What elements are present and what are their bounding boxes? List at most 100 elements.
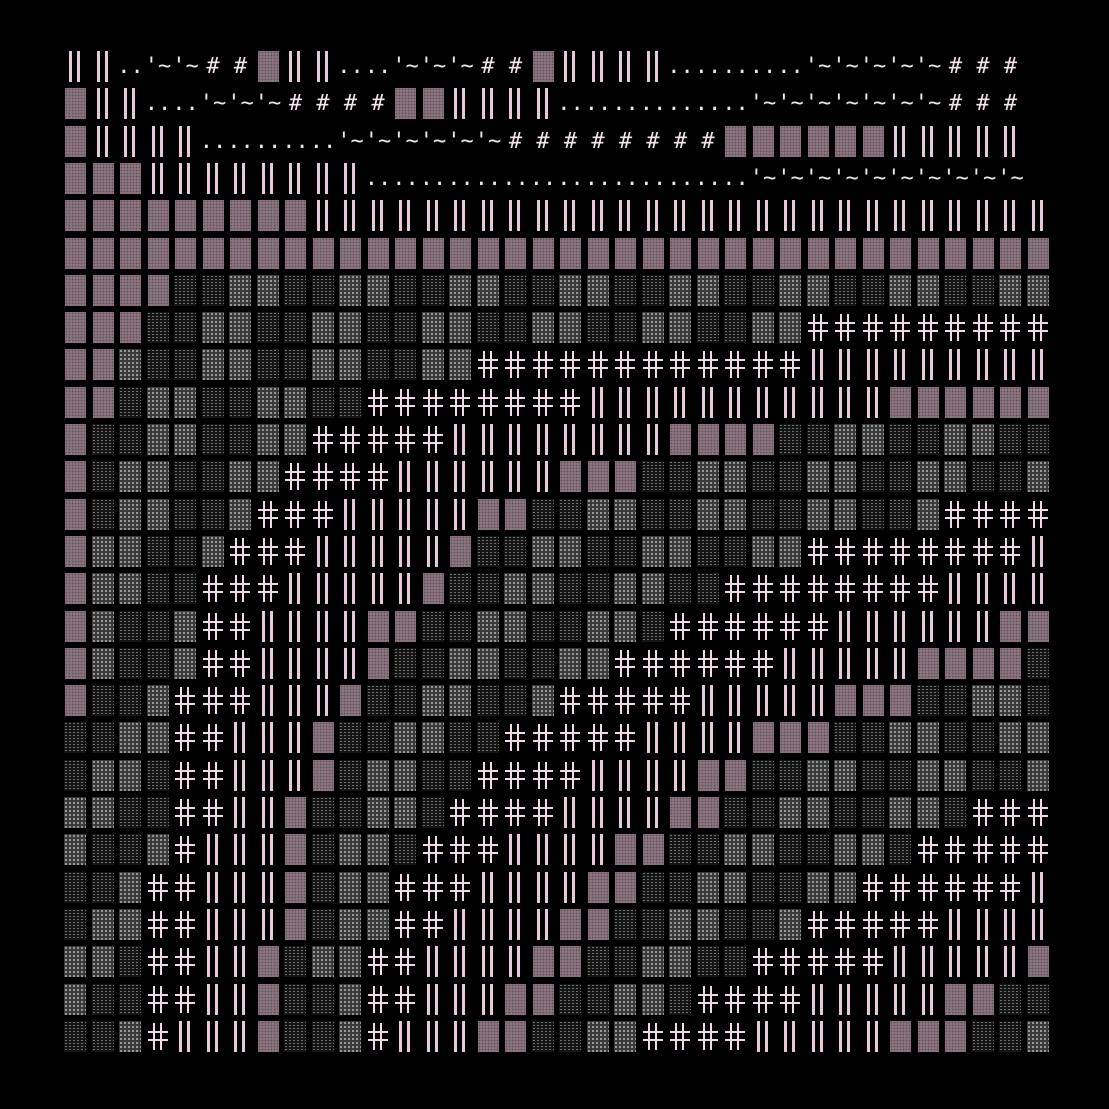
- double-bar: [970, 346, 998, 383]
- double-cross: [365, 1018, 393, 1055]
- filled-block: [502, 235, 530, 272]
- double-bar: [530, 458, 558, 495]
- medium-shade: [585, 496, 613, 533]
- filled-block: [887, 682, 915, 719]
- double-bar: [915, 608, 943, 645]
- double-bar: [530, 421, 558, 458]
- double-bar: [227, 981, 255, 1018]
- double-bar: [420, 458, 448, 495]
- double-cross: [942, 496, 970, 533]
- light-shade: [695, 309, 723, 346]
- light-shade: [667, 458, 695, 495]
- medium-shade: [502, 570, 530, 607]
- light-shade: [722, 906, 750, 943]
- double-bar: [777, 682, 805, 719]
- hash-glyph: #: [591, 128, 605, 154]
- medium-shade: [942, 421, 970, 458]
- double-bar: [255, 160, 283, 197]
- filled-block: [915, 384, 943, 421]
- dots-glyph: ..: [392, 165, 419, 191]
- double-bar: [475, 421, 503, 458]
- double-cross: [915, 869, 943, 906]
- light-shade: [420, 272, 448, 309]
- double-bar: [475, 197, 503, 234]
- light-shade: [942, 272, 970, 309]
- double-cross: [997, 794, 1025, 831]
- double-cross: [145, 943, 173, 980]
- filled-block: [310, 757, 338, 794]
- medium-shade: [915, 794, 943, 831]
- filled-block: [970, 384, 998, 421]
- filled-block: [90, 346, 118, 383]
- filled-block: [145, 197, 173, 234]
- double-cross: [310, 496, 338, 533]
- filled-block: [172, 235, 200, 272]
- light-shade: [942, 682, 970, 719]
- medium-shade: [887, 719, 915, 756]
- filled-block: [640, 831, 668, 868]
- light-shade: [860, 458, 888, 495]
- light-shade: [90, 458, 118, 495]
- light-shade: [722, 794, 750, 831]
- tilde-glyph: '~: [392, 128, 419, 154]
- double-cross: [475, 757, 503, 794]
- double-cross: [777, 346, 805, 383]
- double-cross: [392, 943, 420, 980]
- filled-block: [667, 235, 695, 272]
- double-bar: [557, 48, 585, 85]
- double-cross: [145, 869, 173, 906]
- medium-shade: [970, 682, 998, 719]
- double-bar: [310, 197, 338, 234]
- medium-shade: [337, 272, 365, 309]
- double-bar: [805, 682, 833, 719]
- medium-shade: [310, 943, 338, 980]
- double-cross: [915, 570, 943, 607]
- light-shade: [695, 533, 723, 570]
- medium-shade: [640, 943, 668, 980]
- double-cross: [172, 682, 200, 719]
- double-bar: [970, 943, 998, 980]
- double-cross: [860, 869, 888, 906]
- light-shade: [777, 496, 805, 533]
- light-shade: [502, 682, 530, 719]
- tilde-glyph: '~: [144, 54, 172, 79]
- filled-block: [530, 235, 558, 272]
- double-cross: [557, 346, 585, 383]
- double-cross: [420, 906, 448, 943]
- filled-block: [997, 384, 1025, 421]
- double-bar: [887, 197, 915, 234]
- double-bar: [640, 48, 668, 85]
- double-cross: [915, 309, 943, 346]
- double-bar: [942, 123, 970, 160]
- double-cross: [200, 570, 228, 607]
- light-shade: [502, 272, 530, 309]
- medium-shade: [612, 608, 640, 645]
- double-bar: [640, 421, 668, 458]
- light-shade: [750, 496, 778, 533]
- double-bar: [997, 197, 1025, 234]
- medium-shade: [447, 272, 475, 309]
- double-cross: [750, 981, 778, 1018]
- filled-block: [62, 421, 90, 458]
- double-cross: [942, 533, 970, 570]
- double-bar: [255, 794, 283, 831]
- medium-shade: [200, 309, 228, 346]
- hash-glyph: #: [481, 54, 495, 79]
- double-bar: [777, 384, 805, 421]
- hash-glyph: #: [976, 54, 990, 79]
- filled-block: [832, 123, 860, 160]
- double-bar: [392, 496, 420, 533]
- light-shade: [557, 608, 585, 645]
- double-bar: [860, 981, 888, 1018]
- double-bar: [530, 906, 558, 943]
- light-shade: [612, 533, 640, 570]
- filled-block: [1025, 943, 1053, 980]
- double-bar: [640, 794, 668, 831]
- double-bar: [337, 496, 365, 533]
- hash-glyph: #: [233, 54, 248, 79]
- medium-shade: [557, 533, 585, 570]
- double-cross: [805, 943, 833, 980]
- double-cross: [805, 608, 833, 645]
- light-shade: [392, 272, 420, 309]
- double-bar: [337, 570, 365, 607]
